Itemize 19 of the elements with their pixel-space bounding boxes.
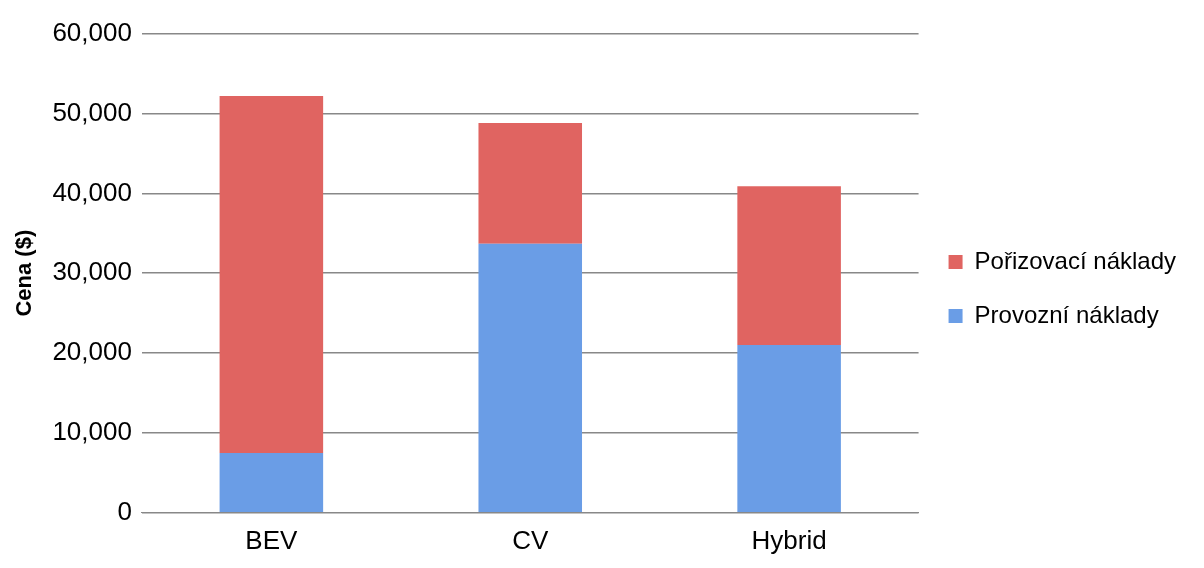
bar <box>478 123 583 244</box>
y-tick-label: 20,000 <box>52 336 132 367</box>
x-tick-label: Hybrid <box>751 524 827 555</box>
y-tick-label: 10,000 <box>52 416 132 447</box>
x-tick-label: CV <box>512 524 549 555</box>
bar <box>219 95 324 453</box>
y-tick-label: 40,000 <box>52 176 132 207</box>
x-tick-label: BEV <box>245 524 299 555</box>
bar <box>737 345 841 513</box>
legend-label: Pořizovací náklady <box>974 246 1176 274</box>
y-axis-title: Cena ($) <box>11 229 37 317</box>
bar <box>737 186 841 346</box>
bar <box>478 243 583 513</box>
y-tick-label: 30,000 <box>52 256 132 287</box>
y-tick-label: 0 <box>117 495 132 526</box>
legend-label: Provozní náklady <box>974 300 1159 328</box>
bar <box>219 452 324 513</box>
y-tick-label: 60,000 <box>52 16 132 47</box>
y-tick-label: 50,000 <box>52 96 132 127</box>
